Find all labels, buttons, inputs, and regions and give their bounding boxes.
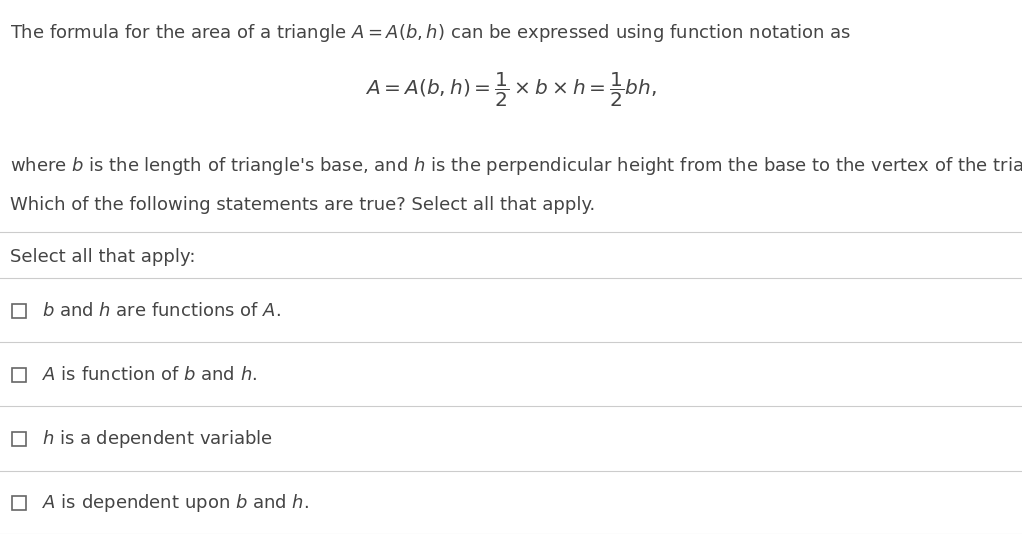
Text: $A$ is function of $\mathit{b}$ and $\mathit{h}$.: $A$ is function of $\mathit{b}$ and $\ma… xyxy=(42,366,258,384)
Bar xyxy=(12,496,26,510)
Text: The formula for the area of a triangle $A = A(b, h)$ can be expressed using func: The formula for the area of a triangle $… xyxy=(10,22,850,44)
Text: where $\mathit{b}$ is the length of triangle's base, and $\mathit{h}$ is the per: where $\mathit{b}$ is the length of tria… xyxy=(10,155,1022,177)
Text: Which of the following statements are true? Select all that apply.: Which of the following statements are tr… xyxy=(10,196,595,214)
Text: $A$ is dependent upon $\mathit{b}$ and $\mathit{h}$.: $A$ is dependent upon $\mathit{b}$ and $… xyxy=(42,492,309,514)
Bar xyxy=(12,304,26,318)
Bar xyxy=(12,432,26,446)
Bar xyxy=(12,368,26,382)
Text: $A = A(b, h) = \dfrac{1}{2} \times b \times h = \dfrac{1}{2}bh,$: $A = A(b, h) = \dfrac{1}{2} \times b \ti… xyxy=(365,71,657,109)
Text: Select all that apply:: Select all that apply: xyxy=(10,248,195,266)
Text: $\mathit{b}$ and $\mathit{h}$ are functions of $A$.: $\mathit{b}$ and $\mathit{h}$ are functi… xyxy=(42,302,281,320)
Text: $\mathit{h}$ is a dependent variable: $\mathit{h}$ is a dependent variable xyxy=(42,428,273,450)
